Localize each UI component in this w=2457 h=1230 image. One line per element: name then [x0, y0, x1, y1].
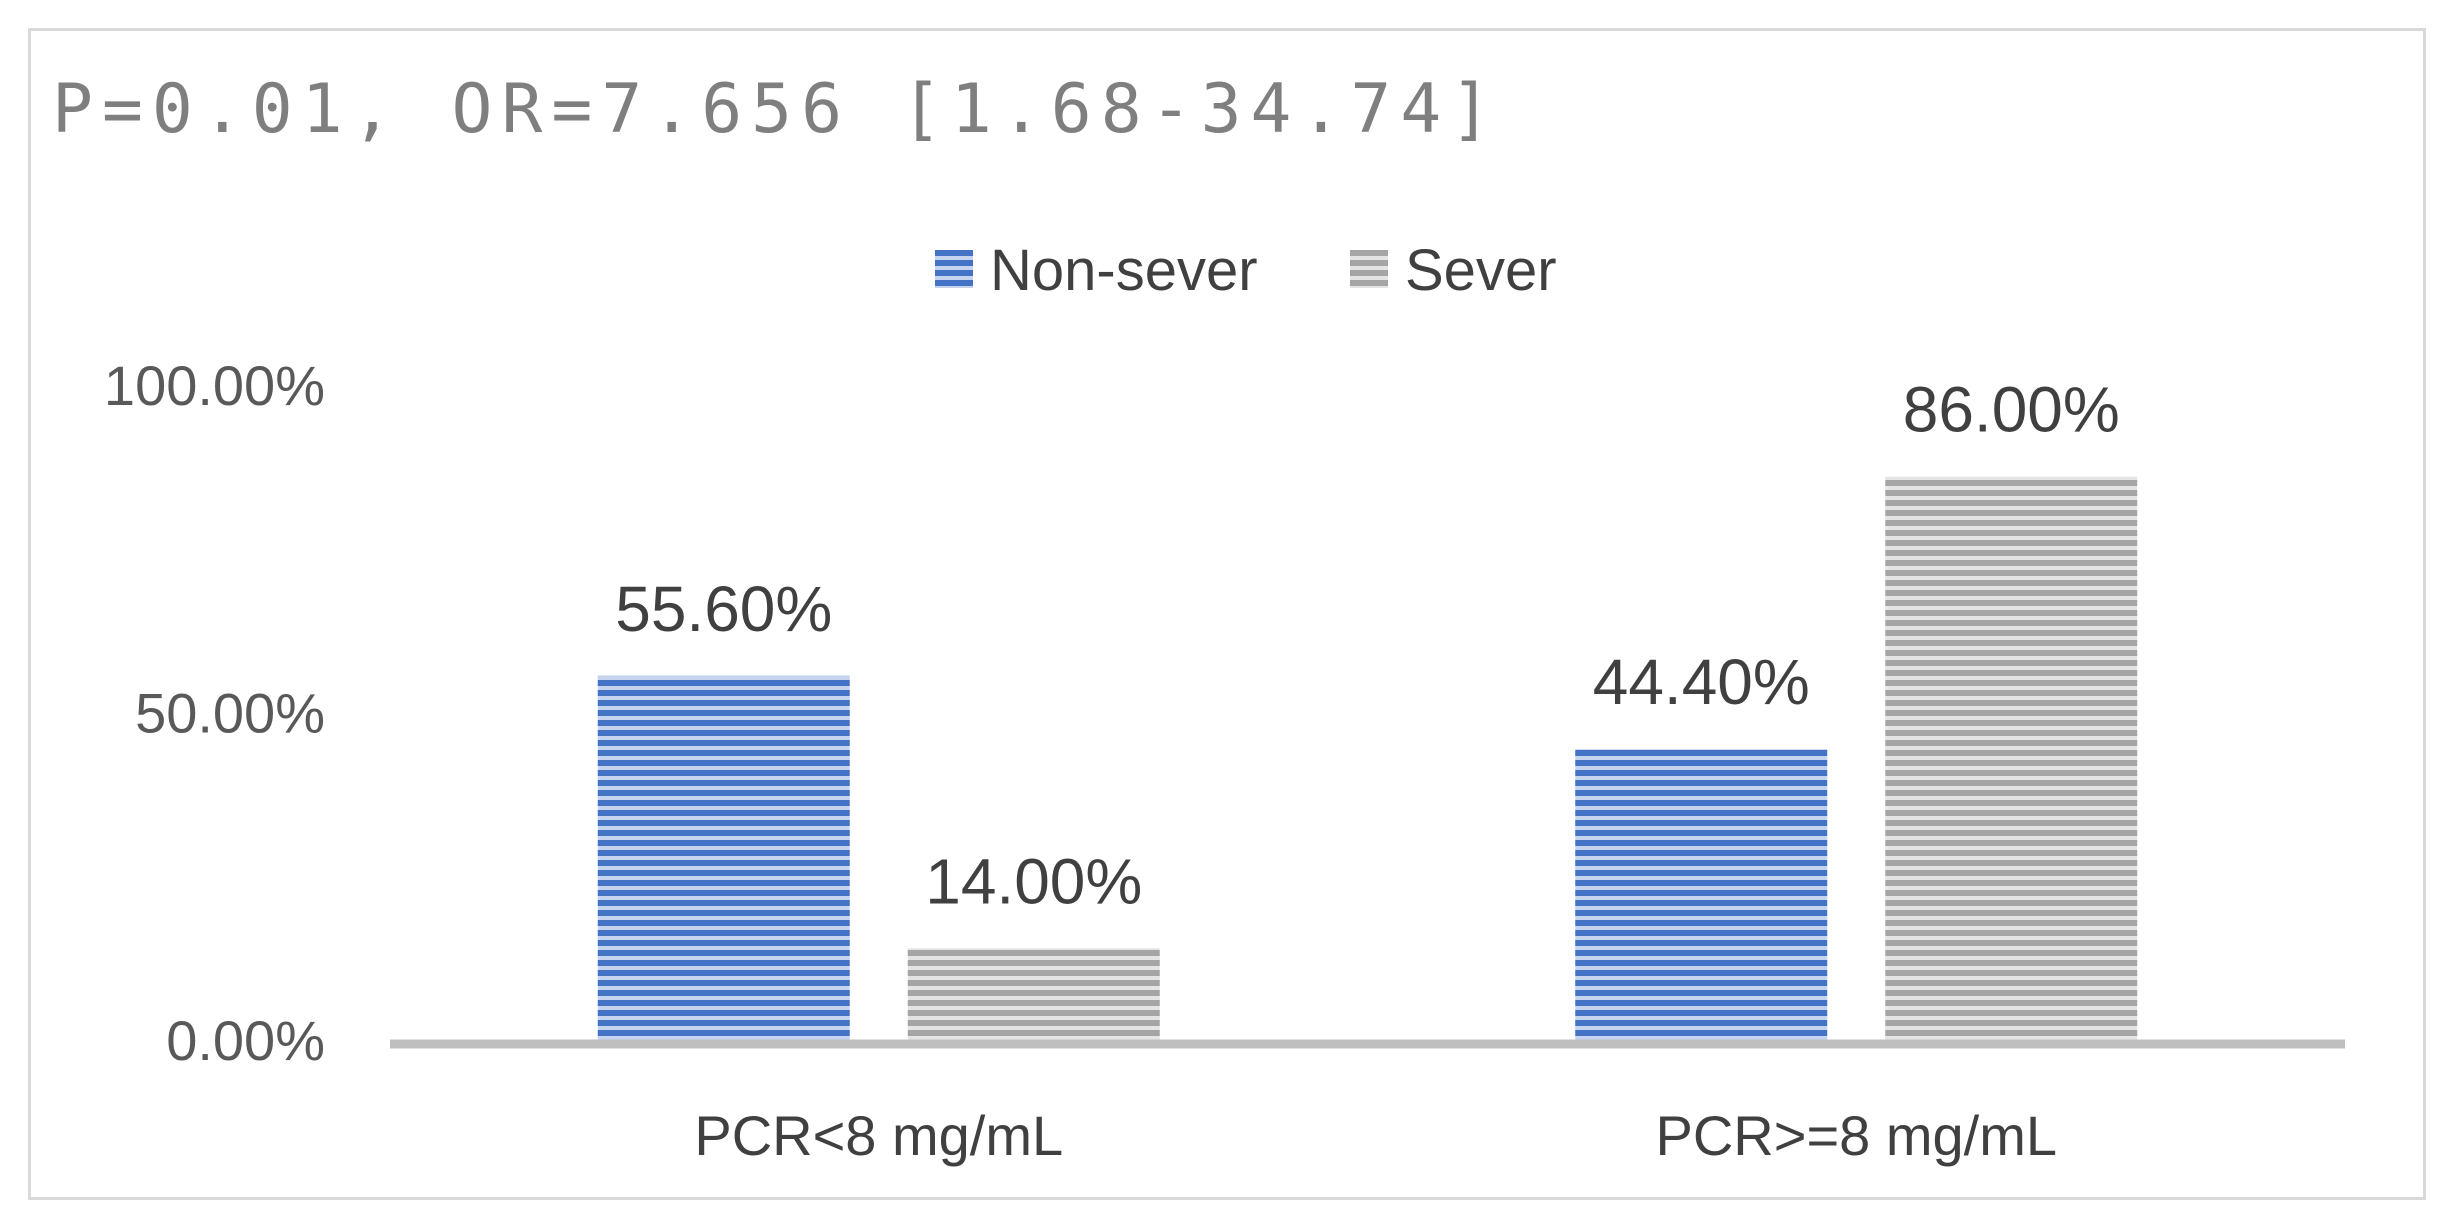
bar-non-sever-0: [597, 675, 850, 1040]
y-tick-label: 0.00%: [166, 1009, 325, 1072]
data-labels: 55.60% 14.00% 44.40% 86.00%: [615, 374, 2120, 918]
bar-sever-0: [907, 948, 1160, 1040]
y-tick-label: 100.00%: [104, 354, 325, 417]
data-label: 86.00%: [1903, 374, 2120, 446]
chart-title: P=0.01, OR=7.656 [1.68-34.74]: [52, 70, 1500, 149]
chart-frame: [28, 28, 2426, 1200]
category-label: PCR<8 mg/mL: [694, 1104, 1063, 1167]
category-labels: PCR<8 mg/mL PCR>=8 mg/mL: [694, 1104, 2057, 1167]
bars: [597, 476, 2138, 1040]
legend: Non-sever Sever: [935, 238, 1557, 303]
legend-label-sever: Sever: [1405, 238, 1557, 303]
legend-label-non-sever: Non-sever: [990, 238, 1258, 303]
data-label: 14.00%: [925, 845, 1142, 917]
legend-swatch-sever: [1350, 250, 1388, 288]
data-label: 44.40%: [1593, 646, 1810, 718]
y-tick-label: 50.00%: [135, 682, 325, 745]
y-axis-ticks: 0.00% 50.00% 100.00%: [104, 354, 325, 1072]
bar-sever-1: [1885, 476, 2138, 1040]
bar-non-sever-1: [1575, 749, 1828, 1040]
legend-swatch-non-sever: [935, 250, 973, 288]
data-label: 55.60%: [615, 573, 832, 645]
category-label: PCR>=8 mg/mL: [1656, 1104, 2058, 1167]
